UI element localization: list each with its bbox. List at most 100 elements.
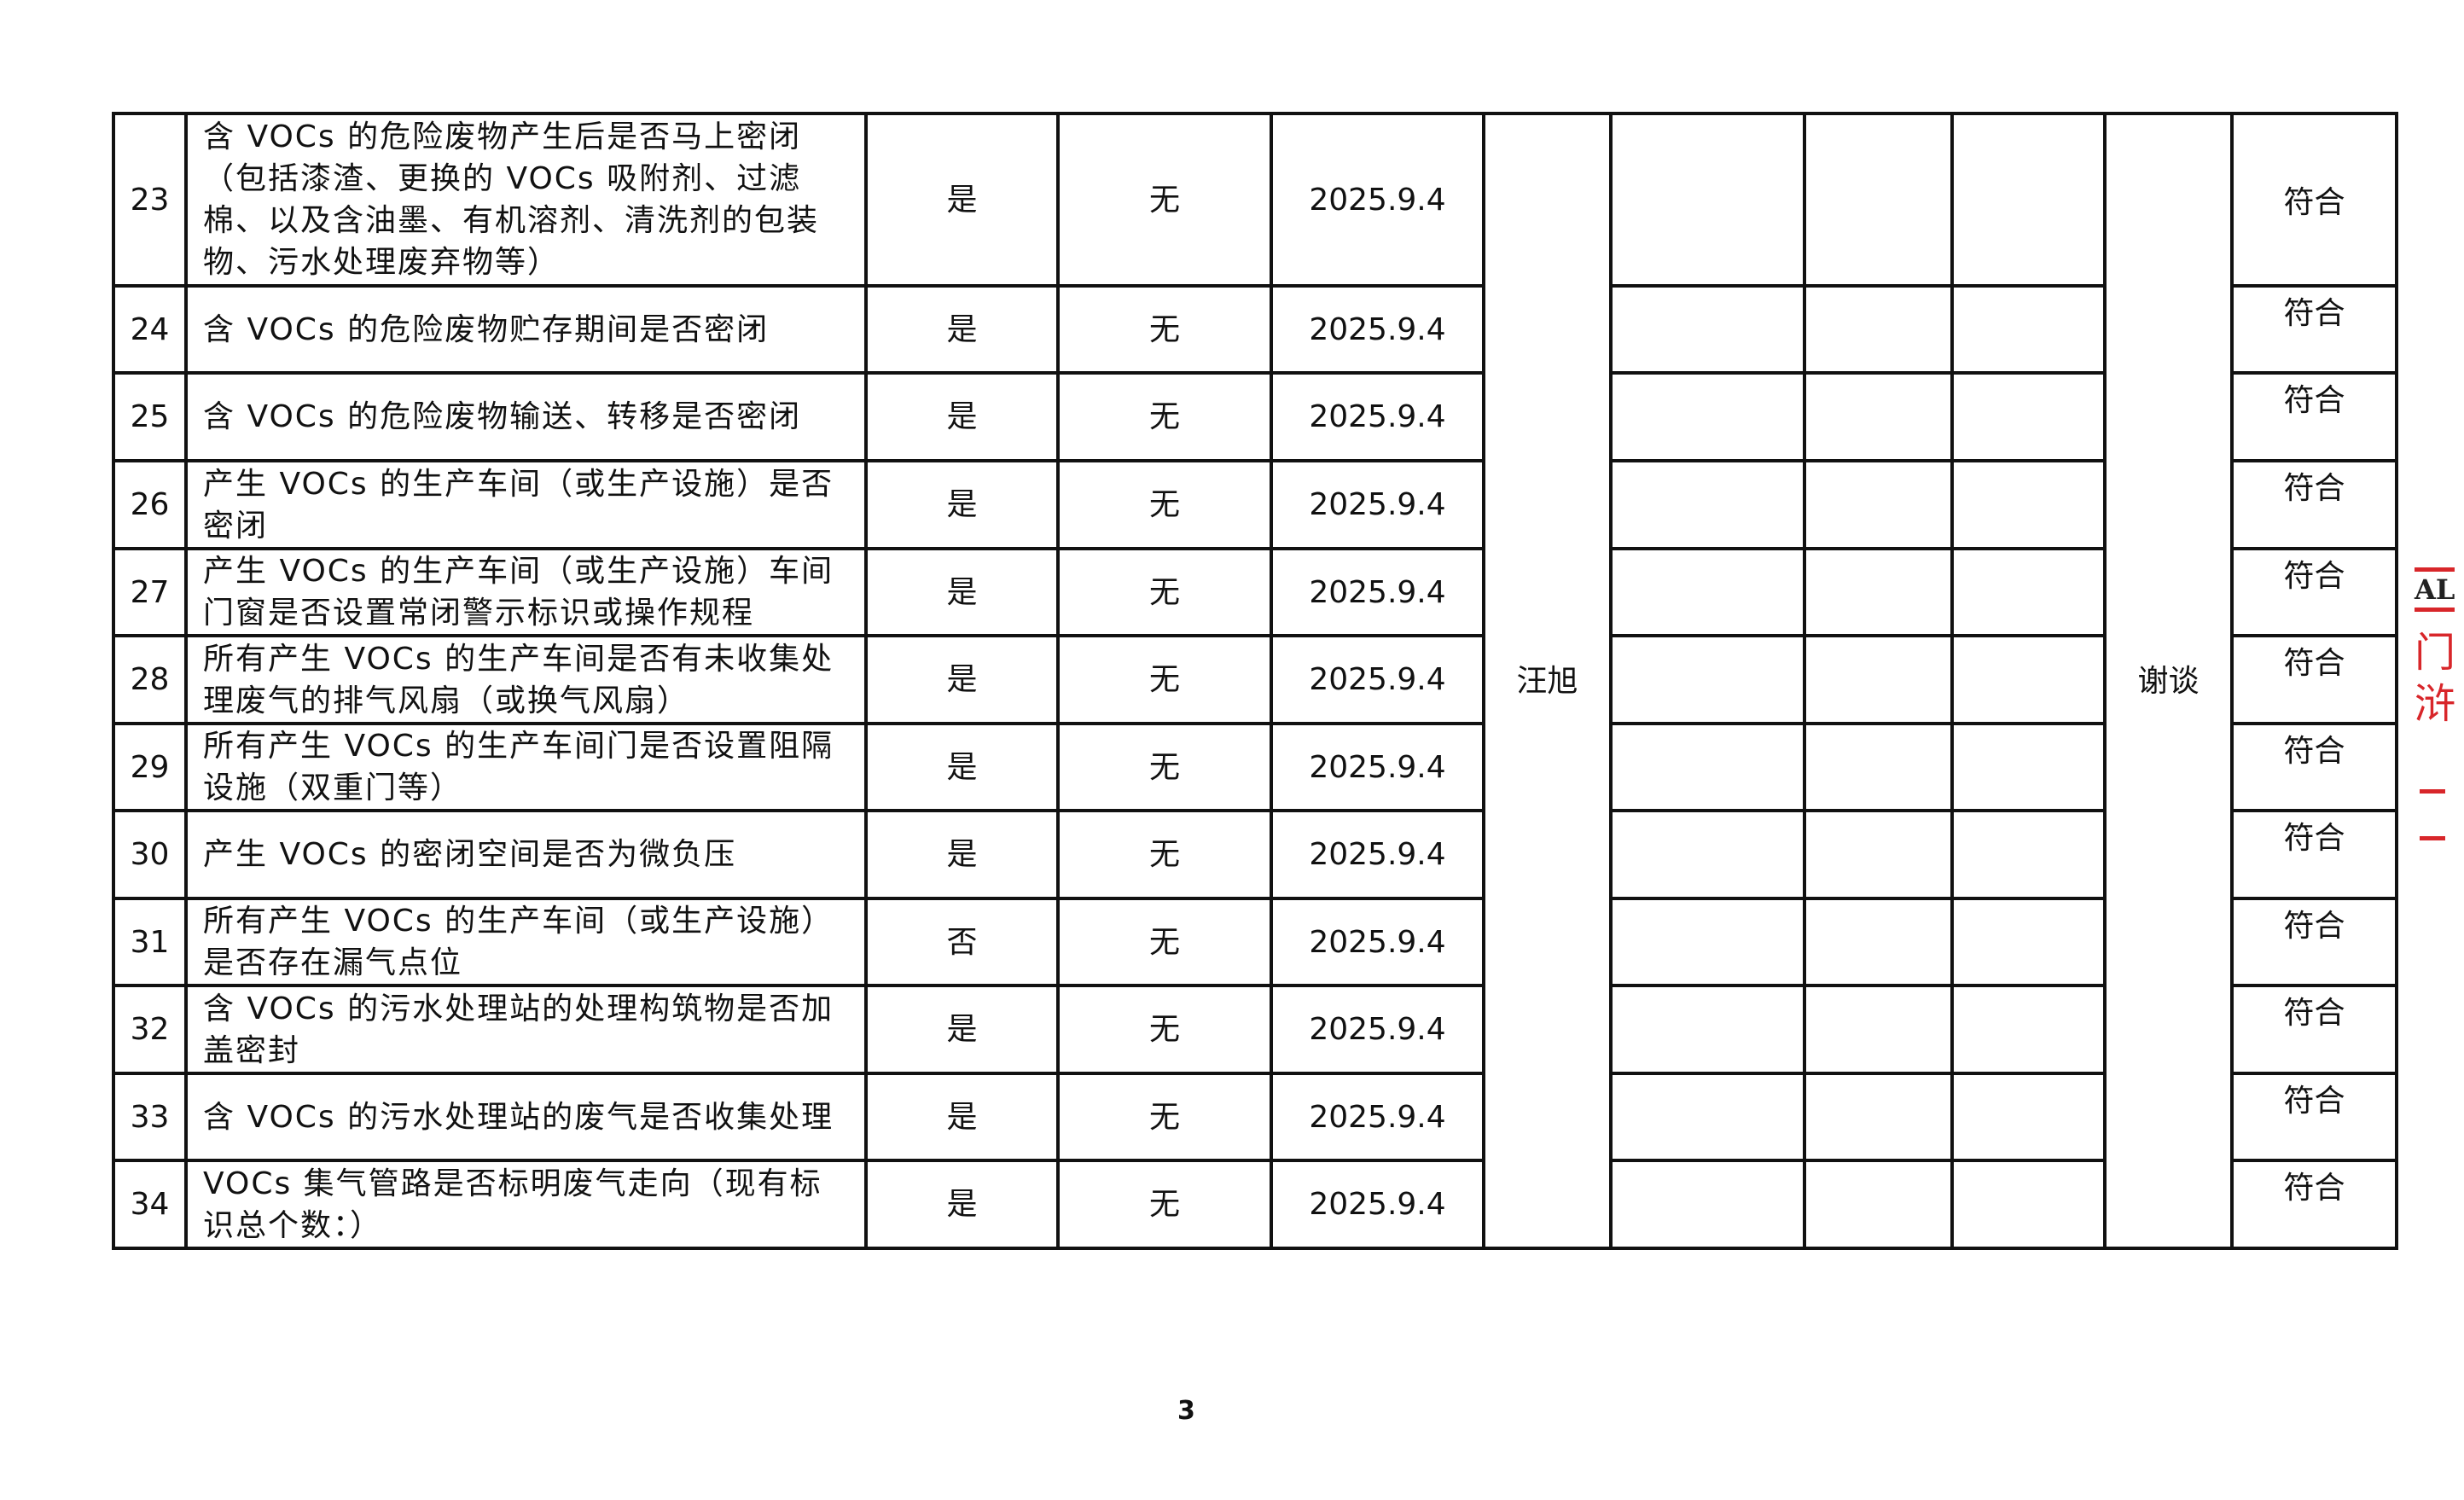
answer-cell: 否 — [864, 897, 1060, 987]
empty-cell — [1803, 112, 1954, 288]
date-cell: 2025.9.4 — [1270, 722, 1485, 812]
empty-cell — [1609, 897, 1806, 987]
result-cell: 符合 — [2230, 897, 2398, 987]
empty-cell — [1950, 284, 2107, 375]
check-item: 含 VOCs 的污水处理站的废气是否收集处理 — [184, 1072, 868, 1162]
inspection-table: 23 含 VOCs 的危险废物产生后是否马上密闭（包括漆渣、更换的 VOCs 吸附… — [112, 112, 2398, 1250]
table-row: 33 含 VOCs 的污水处理站的废气是否收集处理是无 2025.9.4 符合 — [112, 1072, 2398, 1162]
empty-cell — [1803, 984, 1954, 1075]
row-number: 30 — [112, 809, 188, 900]
date-cell: 2025.9.4 — [1270, 112, 1485, 288]
date-cell: 2025.9.4 — [1270, 634, 1485, 725]
date-cell: 2025.9.4 — [1270, 547, 1485, 637]
empty-cell — [1609, 112, 1806, 288]
problem-cell: 无 — [1056, 1072, 1273, 1162]
result-cell: 符合 — [2230, 112, 2398, 288]
empty-cell — [1950, 809, 2107, 900]
problem-cell: 无 — [1056, 984, 1273, 1075]
result-cell: 符合 — [2230, 284, 2398, 375]
empty-cell — [1609, 1159, 1806, 1250]
empty-cell — [1803, 284, 1954, 375]
inspector-cell: 汪旭 — [1482, 112, 1613, 1250]
row-number: 31 — [112, 897, 188, 987]
result-cell: 符合 — [2230, 984, 2398, 1075]
empty-cell — [1803, 634, 1954, 725]
table-row: 34 VOCs 集气管路是否标明废气走向（现有标识总个数：）是无 2025.9.4 符… — [112, 1159, 2398, 1250]
table-body: 23 含 VOCs 的危险废物产生后是否马上密闭（包括漆渣、更换的 VOCs 吸附… — [112, 112, 2398, 1250]
empty-cell — [1950, 547, 2107, 637]
result-cell: 符合 — [2230, 371, 2398, 462]
check-item: 产生 VOCs 的生产车间（或生产设施）是否密闭 — [184, 459, 868, 550]
row-number: 23 — [112, 112, 188, 288]
empty-cell — [1950, 634, 2107, 725]
answer-cell: 是 — [864, 634, 1060, 725]
problem-cell: 无 — [1056, 897, 1273, 987]
empty-cell — [1609, 547, 1806, 637]
empty-cell — [1609, 634, 1806, 725]
empty-cell — [1950, 1159, 2107, 1250]
empty-cell — [1609, 722, 1806, 812]
empty-cell — [1950, 112, 2107, 288]
empty-cell — [1609, 809, 1806, 900]
result-cell: 符合 — [2230, 634, 2398, 725]
problem-cell: 无 — [1056, 1159, 1273, 1250]
red-seal-stamp: AL 门浒 — [2415, 567, 2464, 840]
date-cell: 2025.9.4 — [1270, 809, 1485, 900]
empty-cell — [1950, 897, 2107, 987]
row-number: 33 — [112, 1072, 188, 1162]
table-row: 30 产生 VOCs 的密闭空间是否为微负压是无 2025.9.4 符合 — [112, 809, 2398, 900]
check-item: 所有产生 VOCs 的生产车间（或生产设施）是否存在漏气点位 — [184, 897, 868, 987]
answer-cell: 是 — [864, 547, 1060, 637]
empty-cell — [1803, 371, 1954, 462]
answer-cell: 是 — [864, 809, 1060, 900]
table-row: 27 产生 VOCs 的生产车间（或生产设施）车间门窗是否设置常闭警示标识或操作规… — [112, 547, 2398, 637]
problem-cell: 无 — [1056, 809, 1273, 900]
row-number: 26 — [112, 459, 188, 550]
empty-cell — [1803, 722, 1954, 812]
empty-cell — [1609, 459, 1806, 550]
answer-cell: 是 — [864, 284, 1060, 375]
answer-cell: 是 — [864, 984, 1060, 1075]
result-cell: 符合 — [2230, 547, 2398, 637]
problem-cell: 无 — [1056, 459, 1273, 550]
empty-cell — [1950, 371, 2107, 462]
problem-cell: 无 — [1056, 371, 1273, 462]
answer-cell: 是 — [864, 1072, 1060, 1162]
date-cell: 2025.9.4 — [1270, 371, 1485, 462]
problem-cell: 无 — [1056, 634, 1273, 725]
table-row: 23 含 VOCs 的危险废物产生后是否马上密闭（包括漆渣、更换的 VOCs 吸附… — [112, 112, 2398, 1250]
problem-cell: 无 — [1056, 284, 1273, 375]
answer-cell: 是 — [864, 459, 1060, 550]
row-number: 32 — [112, 984, 188, 1075]
empty-cell — [1950, 984, 2107, 1075]
problem-cell: 无 — [1056, 112, 1273, 288]
check-item: 产生 VOCs 的密闭空间是否为微负压 — [184, 809, 868, 900]
empty-cell — [1803, 1072, 1954, 1162]
row-number: 34 — [112, 1159, 188, 1250]
result-cell: 符合 — [2230, 459, 2398, 550]
check-item: 含 VOCs 的危险废物输送、转移是否密闭 — [184, 371, 868, 462]
empty-cell — [1803, 547, 1954, 637]
row-number: 29 — [112, 722, 188, 812]
answer-cell: 是 — [864, 371, 1060, 462]
row-number: 27 — [112, 547, 188, 637]
row-number: 28 — [112, 634, 188, 725]
table-row: 29 所有产生 VOCs 的生产车间门是否设置阻隔设施（双重门等）是无 2025.9… — [112, 722, 2398, 812]
result-cell: 符合 — [2230, 722, 2398, 812]
result-cell: 符合 — [2230, 1159, 2398, 1250]
empty-cell — [1950, 722, 2107, 812]
empty-cell — [1803, 459, 1954, 550]
empty-cell — [1609, 284, 1806, 375]
row-number: 24 — [112, 284, 188, 375]
empty-cell — [1609, 371, 1806, 462]
date-cell: 2025.9.4 — [1270, 1159, 1485, 1250]
empty-cell — [1803, 809, 1954, 900]
check-item: 含 VOCs 的危险废物贮存期间是否密闭 — [184, 284, 868, 375]
row-number: 25 — [112, 371, 188, 462]
check-item: 所有产生 VOCs 的生产车间是否有未收集处理废气的排气风扇（或换气风扇） — [184, 634, 868, 725]
table-row: 32 含 VOCs 的污水处理站的处理构筑物是否加盖密封是无 2025.9.4 符合 — [112, 984, 2398, 1075]
date-cell: 2025.9.4 — [1270, 897, 1485, 987]
date-cell: 2025.9.4 — [1270, 1072, 1485, 1162]
table-row: 28 所有产生 VOCs 的生产车间是否有未收集处理废气的排气风扇（或换气风扇）是… — [112, 634, 2398, 725]
method-cell: 谢谈 — [2103, 112, 2234, 1250]
